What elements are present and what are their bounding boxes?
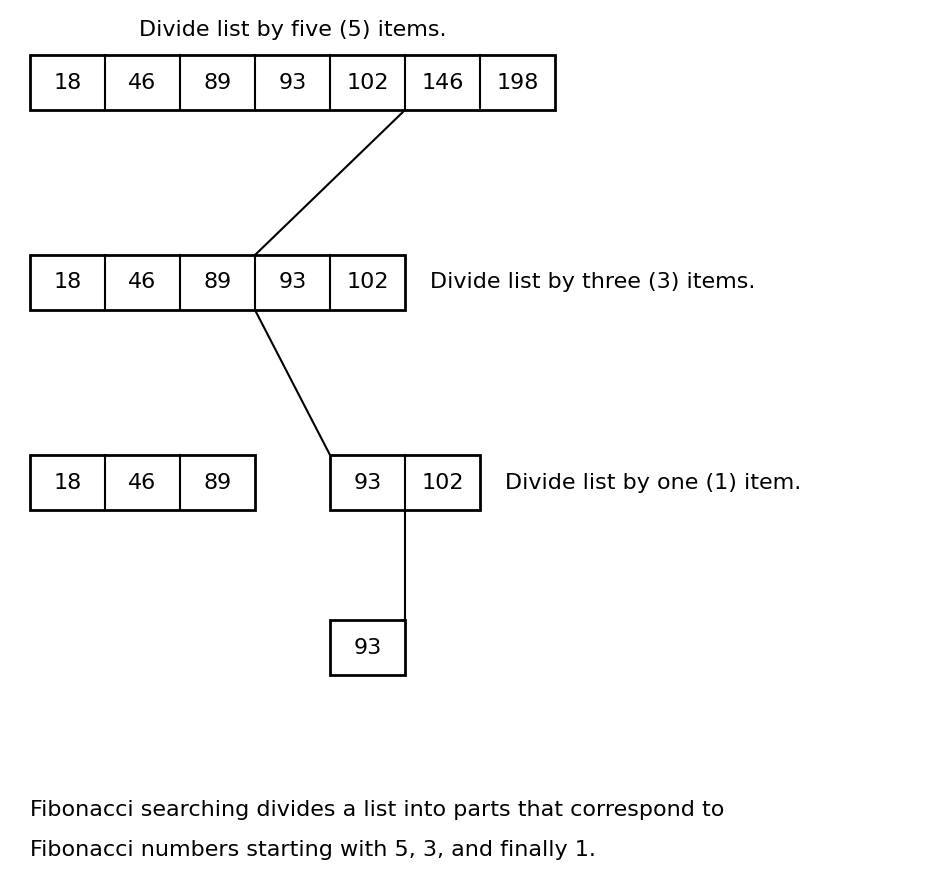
Text: 93: 93 (278, 273, 306, 292)
Text: 18: 18 (53, 472, 81, 493)
Text: Divide list by five (5) items.: Divide list by five (5) items. (139, 20, 446, 40)
Text: 102: 102 (347, 273, 389, 292)
Text: Fibonacci searching divides a list into parts that correspond to: Fibonacci searching divides a list into … (30, 800, 725, 820)
Text: 46: 46 (128, 273, 157, 292)
Text: 46: 46 (128, 73, 157, 92)
Bar (30, 455, 255, 510)
Bar (30, 55, 555, 110)
Bar (330, 455, 480, 510)
Text: 102: 102 (347, 73, 389, 92)
Text: 198: 198 (496, 73, 539, 92)
Text: 89: 89 (204, 73, 232, 92)
Text: 46: 46 (128, 472, 157, 493)
Text: Divide list by three (3) items.: Divide list by three (3) items. (430, 273, 756, 292)
Text: 18: 18 (53, 273, 81, 292)
Bar (330, 620, 405, 675)
Text: 18: 18 (53, 73, 81, 92)
Text: 93: 93 (353, 472, 382, 493)
Text: 89: 89 (204, 273, 232, 292)
Text: 93: 93 (353, 638, 382, 657)
Text: 89: 89 (204, 472, 232, 493)
Text: 102: 102 (421, 472, 464, 493)
Text: Divide list by one (1) item.: Divide list by one (1) item. (505, 472, 801, 493)
Bar (30, 255, 405, 310)
Text: 146: 146 (421, 73, 463, 92)
Text: 93: 93 (278, 73, 306, 92)
Text: Fibonacci numbers starting with 5, 3, and finally 1.: Fibonacci numbers starting with 5, 3, an… (30, 840, 596, 860)
